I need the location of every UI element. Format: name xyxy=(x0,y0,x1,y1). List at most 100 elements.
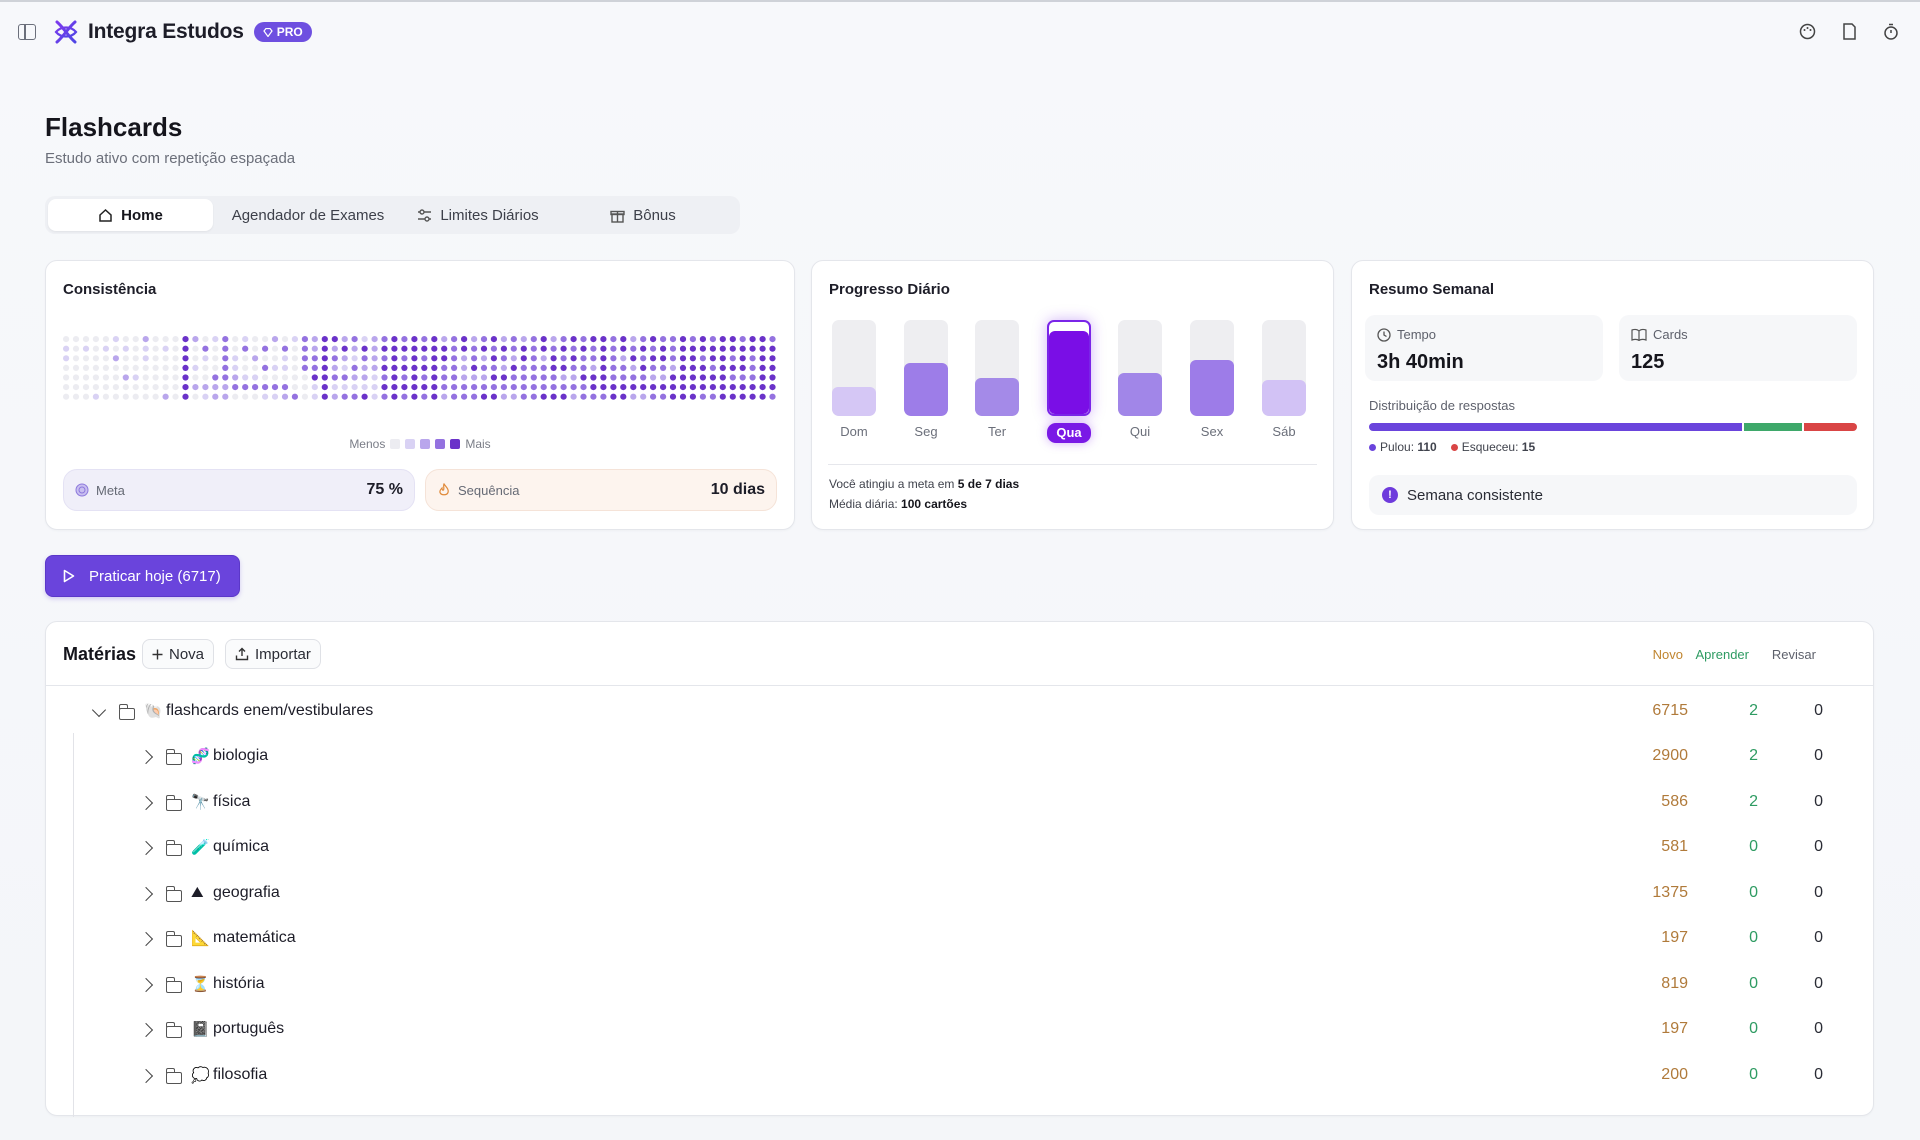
heatmap-cell xyxy=(172,393,179,400)
tab-bonus[interactable]: Bônus xyxy=(553,199,733,231)
tab-home[interactable]: Home xyxy=(48,199,213,231)
heatmap-cell xyxy=(122,345,129,352)
heatmap-cell xyxy=(361,393,368,400)
legend-forgot-label: Esqueceu: xyxy=(1461,440,1519,454)
chevron-right-icon[interactable] xyxy=(138,749,154,765)
chevron-right-icon[interactable] xyxy=(138,840,154,856)
heatmap-cell xyxy=(222,355,229,362)
heatmap-cell xyxy=(580,393,587,400)
heatmap-cell xyxy=(271,384,279,391)
heatmap-cell xyxy=(142,384,149,391)
chevron-right-icon[interactable] xyxy=(138,886,154,901)
heatmap-cell xyxy=(212,364,219,371)
heatmap-cell xyxy=(252,345,259,352)
subject-name[interactable]: física xyxy=(213,792,251,810)
subject-name[interactable]: flashcards enem/vestibulares xyxy=(166,702,374,719)
subject-review-count: 0 xyxy=(1814,1020,1823,1037)
legend-less-label: Menos xyxy=(349,437,386,451)
document-icon[interactable] xyxy=(1840,22,1858,40)
subject-row[interactable]: 📓 português 197 0 0 xyxy=(46,1008,1873,1052)
subject-name[interactable]: matemática xyxy=(213,929,296,946)
heatmap-cell xyxy=(72,355,80,362)
heatmap-cell xyxy=(361,355,368,362)
subject-name[interactable]: português xyxy=(213,1020,285,1037)
tab-exam-scheduler[interactable]: Agendador de Exames xyxy=(213,199,403,231)
heatmap-cell xyxy=(411,355,418,362)
new-subject-button[interactable]: Nova xyxy=(142,639,215,669)
heatmap-cell xyxy=(530,384,537,391)
heatmap-cell xyxy=(381,384,388,391)
heatmap-cell xyxy=(640,393,647,400)
heatmap-cell xyxy=(540,393,547,400)
subject-name[interactable]: química xyxy=(213,838,270,855)
heatmap-cell xyxy=(202,345,209,352)
sidebar-toggle-icon[interactable] xyxy=(18,24,36,40)
gift-icon xyxy=(610,210,625,223)
heatmap-cell xyxy=(301,384,308,391)
heatmap-cell xyxy=(719,364,726,371)
palette-icon[interactable] xyxy=(1798,22,1816,40)
heatmap-cell xyxy=(252,355,259,362)
subject-new-count: 197 xyxy=(1661,929,1688,946)
subject-name[interactable]: filosofia xyxy=(213,1065,268,1083)
heatmap-cell xyxy=(142,393,149,400)
tab-daily-limits[interactable]: Limites Diários xyxy=(403,199,553,231)
subject-name[interactable]: história xyxy=(213,974,265,992)
heatmap-cell xyxy=(709,355,717,362)
chevron-right-icon[interactable] xyxy=(138,1022,154,1038)
day-bar-fill xyxy=(1262,379,1306,416)
heatmap-cell xyxy=(610,384,617,391)
heatmap-cell xyxy=(699,345,707,352)
heatmap-cell xyxy=(570,345,577,352)
subject-name[interactable]: geografia xyxy=(213,883,280,901)
subject-emoji-icon: 🔭 xyxy=(191,793,210,811)
heatmap-cell xyxy=(660,374,667,381)
subject-row[interactable]: 📐 matemática 197 0 0 xyxy=(46,917,1873,961)
chevron-right-icon[interactable] xyxy=(138,931,154,947)
import-button[interactable]: Importar xyxy=(225,639,321,669)
subject-row[interactable]: 🧪 química 581 0 0 xyxy=(46,826,1873,870)
heatmap-cell xyxy=(232,364,239,371)
target-icon xyxy=(75,483,89,497)
subject-name[interactable]: biologia xyxy=(213,747,269,764)
timer-icon[interactable] xyxy=(1882,22,1900,40)
subject-row[interactable]: ⛰ geografia 1375 0 0 xyxy=(46,872,1873,916)
chevron-down-icon[interactable] xyxy=(91,702,107,718)
chevron-right-icon[interactable] xyxy=(138,795,154,810)
subject-row[interactable]: 🧬 biologia 2900 2 0 xyxy=(46,735,1873,779)
heatmap-cell xyxy=(371,336,378,343)
heatmap-cell xyxy=(401,345,408,352)
subject-row[interactable]: 💭 filosofia 200 0 0 xyxy=(46,1054,1873,1098)
subject-review-count: 0 xyxy=(1814,974,1823,992)
heatmap-cell xyxy=(222,384,229,391)
heatmap-cell xyxy=(769,355,776,362)
heatmap-cell xyxy=(719,374,726,381)
heatmap-cell xyxy=(550,355,557,362)
chevron-right-icon[interactable] xyxy=(138,977,154,992)
heatmap-cell xyxy=(759,393,766,400)
folder-icon xyxy=(118,704,135,720)
day-label: Qui xyxy=(1129,424,1151,439)
heatmap-cell xyxy=(72,393,80,400)
folder-icon xyxy=(165,840,182,856)
heatmap-cell xyxy=(421,384,428,391)
heatmap-cell xyxy=(480,364,488,371)
chevron-right-icon[interactable] xyxy=(138,1068,154,1083)
new-subject-label: Nova xyxy=(169,645,205,663)
heatmap-cell xyxy=(381,393,388,400)
subject-row[interactable]: ⏳ história 819 0 0 xyxy=(46,963,1873,1007)
info-icon: ! xyxy=(1382,487,1398,503)
subject-row-root[interactable]: 🐚 flashcards enem/vestibulares 6715 2 0 xyxy=(46,690,1873,734)
heatmap-cell xyxy=(82,336,90,343)
subject-learn-count: 0 xyxy=(1749,974,1758,992)
heatmap-cell xyxy=(630,384,637,391)
subject-row[interactable]: 🔭 física 586 2 0 xyxy=(46,781,1873,825)
heatmap-cell xyxy=(759,336,766,343)
goal-stat: Meta 75 % xyxy=(63,469,415,511)
time-stat-label: Tempo xyxy=(1397,327,1437,342)
heatmap-cell xyxy=(660,355,667,362)
subject-review-count: 0 xyxy=(1814,1065,1823,1083)
heatmap-cell xyxy=(590,384,597,391)
practice-today-button[interactable]: Praticar hoje (6717) xyxy=(45,555,240,597)
heatmap-cell xyxy=(431,345,438,352)
